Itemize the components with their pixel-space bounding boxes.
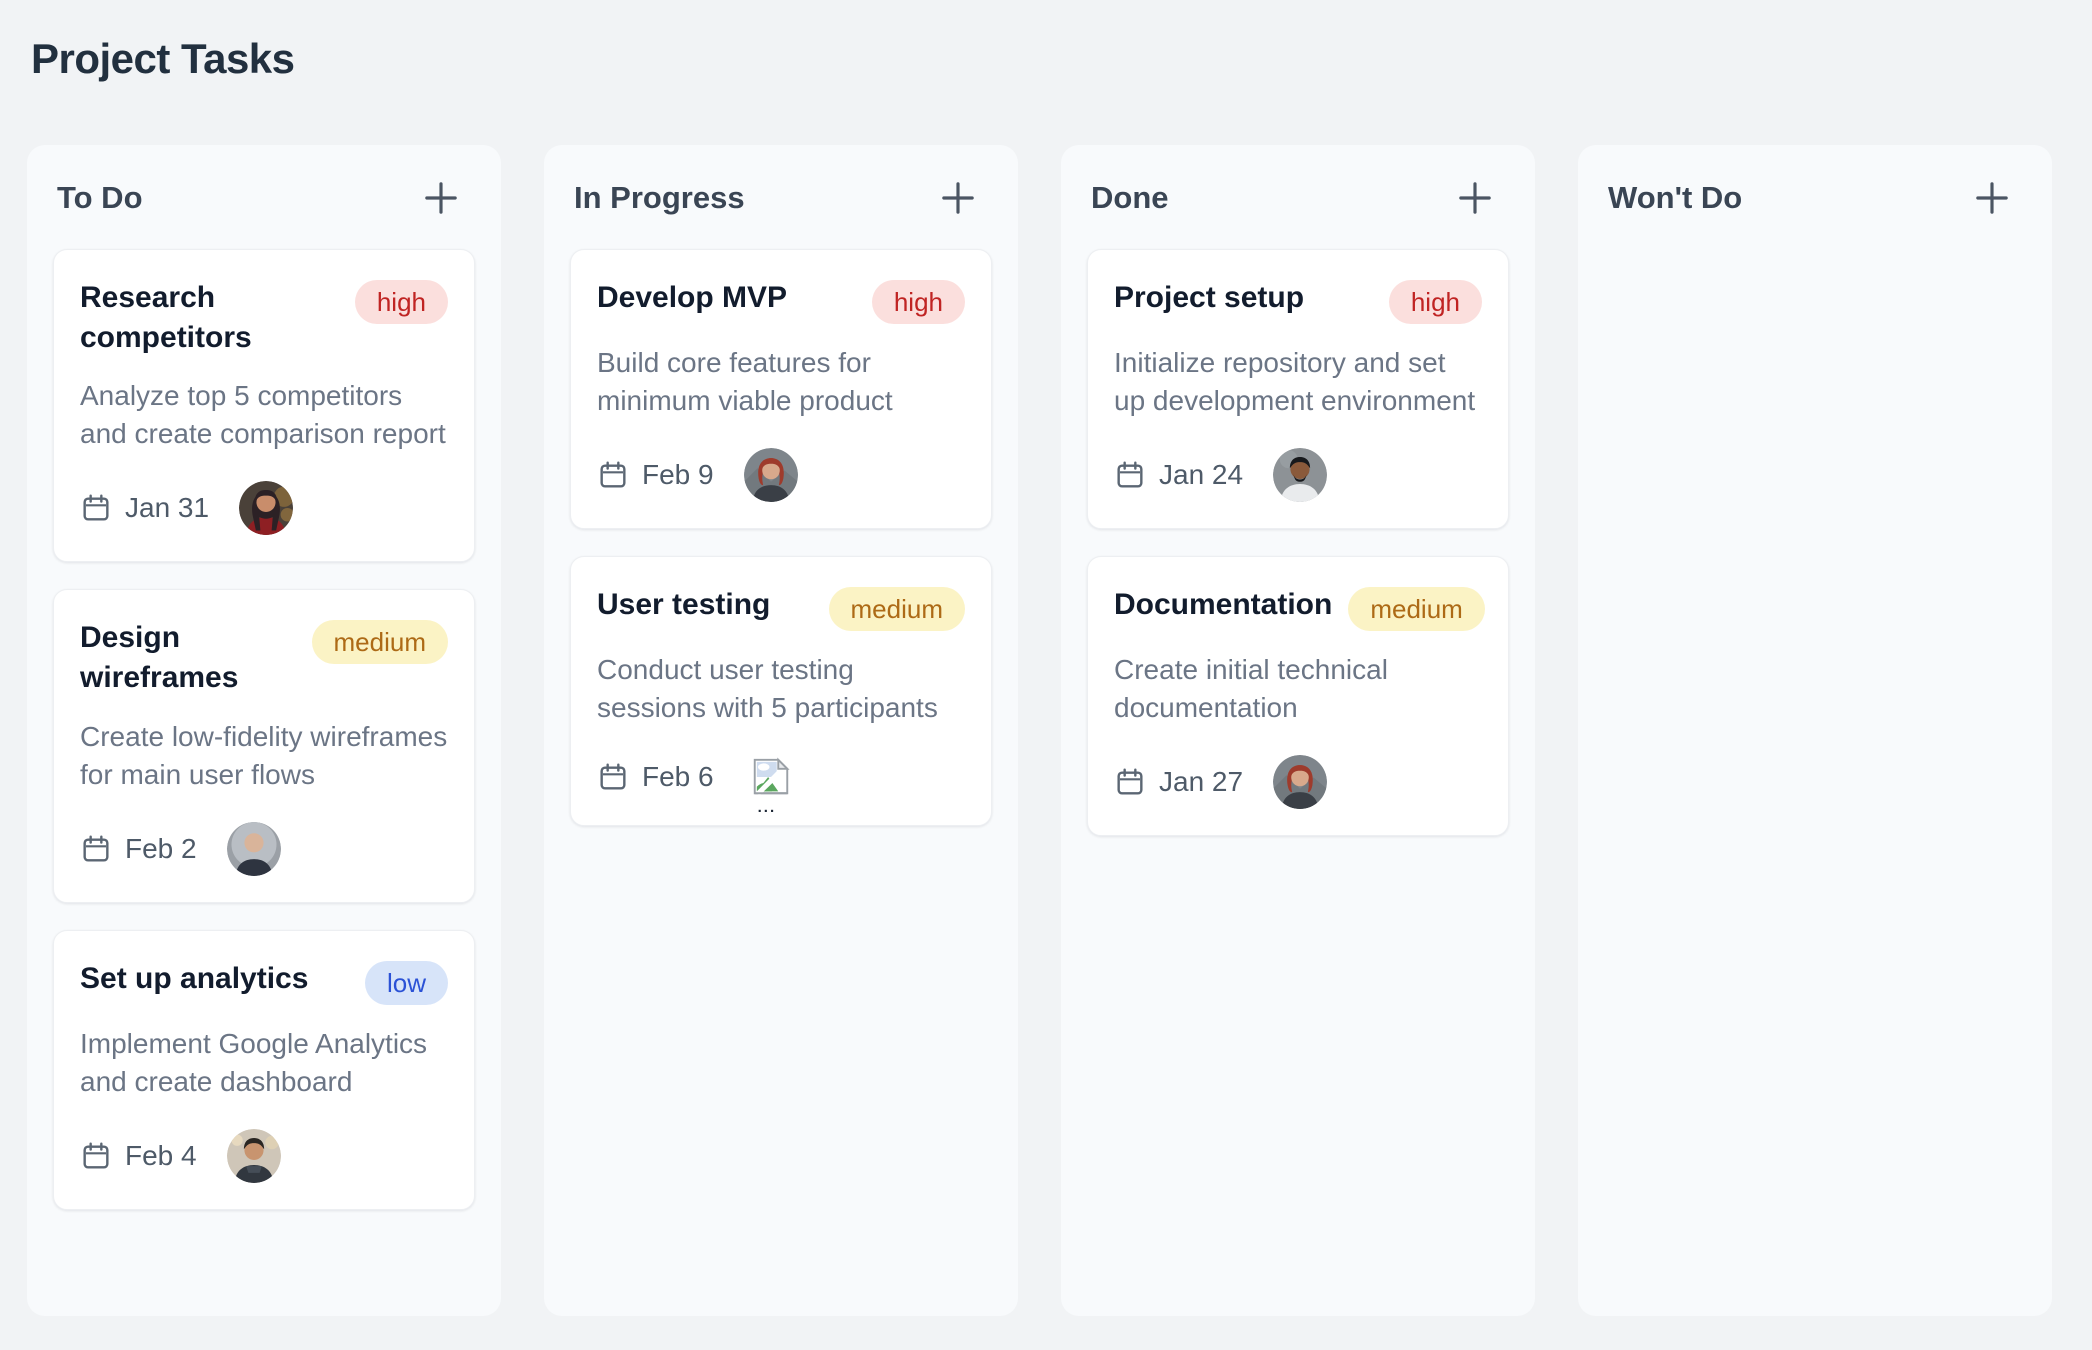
- calendar-icon: [1117, 768, 1143, 795]
- column-header: Done: [1087, 175, 1509, 221]
- card-title: Documentation: [1114, 588, 1333, 622]
- due-date: Feb 2: [125, 832, 197, 864]
- kanban-board: To Do Research competitors high Analyze …: [27, 145, 2052, 1316]
- column-title: To Do: [57, 180, 143, 215]
- avatar-man-beard-white-shirt: [1273, 448, 1328, 503]
- broken-image-icon: ...: [744, 755, 798, 815]
- avatar-woman-red-bob: [743, 448, 798, 503]
- due-date: Jan 24: [1159, 459, 1244, 491]
- card-footer: Feb 9: [597, 448, 965, 503]
- priority-badge: high: [354, 280, 448, 324]
- card-footer: Feb 6 .: [597, 755, 965, 815]
- due-date: Jan 27: [1159, 766, 1244, 798]
- column-title: Won't Do: [1608, 180, 1743, 215]
- calendar-icon: [600, 461, 626, 488]
- add-card-button[interactable]: [936, 176, 980, 220]
- column-title: Done: [1091, 180, 1169, 215]
- card-footer: Jan 24: [1114, 448, 1482, 503]
- avatar-woman-dark-hair-red-sweater: [239, 481, 294, 536]
- calendar-icon: [1117, 461, 1143, 488]
- card-description: Create low-fidelity wireframes for main …: [80, 720, 448, 790]
- card-title: Set up analytics: [80, 961, 309, 995]
- column-done: Done Project setup high Initialize repos…: [1061, 145, 1535, 1316]
- add-card-button[interactable]: [1970, 176, 2014, 220]
- plus-icon: [425, 182, 457, 214]
- avatar-bald-man-dark-shirt: [226, 821, 281, 876]
- add-card-button[interactable]: [1453, 176, 1497, 220]
- card-description: Implement Google Analytics and create da…: [80, 1027, 428, 1097]
- column-in-progress: In Progress Develop MVP high Build core …: [544, 145, 1018, 1316]
- column-header: To Do: [53, 175, 475, 221]
- column-header: Won't Do: [1604, 175, 2026, 221]
- card-list: Research competitors high Analyze top 5 …: [53, 249, 475, 1210]
- card-title: Research competitors: [80, 281, 252, 354]
- task-card[interactable]: Design wireframes medium Create low-fide…: [53, 589, 475, 903]
- priority-badge: high: [871, 280, 965, 324]
- add-card-button[interactable]: [419, 176, 463, 220]
- card-title: Develop MVP: [597, 281, 788, 314]
- column-to-do: To Do Research competitors high Analyze …: [27, 145, 501, 1316]
- calendar-icon: [83, 835, 109, 862]
- task-card[interactable]: Set up analytics low Implement Google An…: [53, 929, 475, 1210]
- task-card[interactable]: User testing medium Conduct user testing…: [570, 556, 992, 827]
- card-list: Develop MVP high Build core features for…: [570, 249, 992, 827]
- card-footer: Feb 2: [80, 821, 448, 876]
- plus-icon: [942, 182, 974, 214]
- page-title: Project Tasks: [31, 35, 295, 82]
- card-footer: Jan 27: [1114, 755, 1482, 810]
- priority-badge: medium: [1348, 587, 1485, 632]
- task-card[interactable]: Documentation medium Create initial tech…: [1087, 556, 1509, 837]
- task-card[interactable]: Develop MVP high Build core features for…: [570, 249, 992, 530]
- priority-badge: low: [364, 960, 448, 1005]
- due-date: Feb 6: [642, 761, 714, 793]
- card-description: Build core features for minimum viable p…: [597, 347, 893, 417]
- task-card[interactable]: Project setup high Initialize repository…: [1087, 249, 1509, 530]
- card-title: Design wireframes: [80, 621, 239, 694]
- priority-badge: medium: [311, 620, 448, 665]
- due-date: Feb 4: [125, 1139, 197, 1171]
- due-date: Feb 9: [642, 459, 714, 491]
- priority-badge: medium: [828, 587, 965, 632]
- plus-icon: [1976, 182, 2008, 214]
- card-list: Project setup high Initialize repository…: [1087, 249, 1509, 837]
- calendar-icon: [83, 1142, 109, 1169]
- card-title: User testing: [597, 588, 771, 622]
- column-title: In Progress: [574, 180, 745, 215]
- card-footer: Feb 4: [80, 1128, 448, 1183]
- column-header: In Progress: [570, 175, 992, 221]
- avatar-woman-red-bob: [1273, 755, 1328, 810]
- task-card[interactable]: Research competitors high Analyze top 5 …: [53, 249, 475, 563]
- card-description: Initialize repository and set up develop…: [1114, 347, 1476, 417]
- due-date: Jan 31: [125, 492, 210, 524]
- calendar-icon: [600, 763, 626, 790]
- card-title: Project setup: [1114, 281, 1305, 314]
- card-description: Conduct user testing sessions with 5 par…: [597, 654, 938, 724]
- alt-text-fragment: ...: [757, 803, 777, 816]
- calendar-icon: [83, 494, 109, 521]
- avatar-man-dark-jacket: [226, 1128, 281, 1183]
- plus-icon: [1459, 182, 1491, 214]
- column-wont-do: Won't Do: [1578, 145, 2052, 1316]
- card-footer: Jan 31: [80, 481, 448, 536]
- card-description: Analyze top 5 competitors and create com…: [80, 380, 446, 450]
- priority-badge: high: [1388, 280, 1482, 324]
- card-description: Create initial technical documentation: [1114, 654, 1388, 724]
